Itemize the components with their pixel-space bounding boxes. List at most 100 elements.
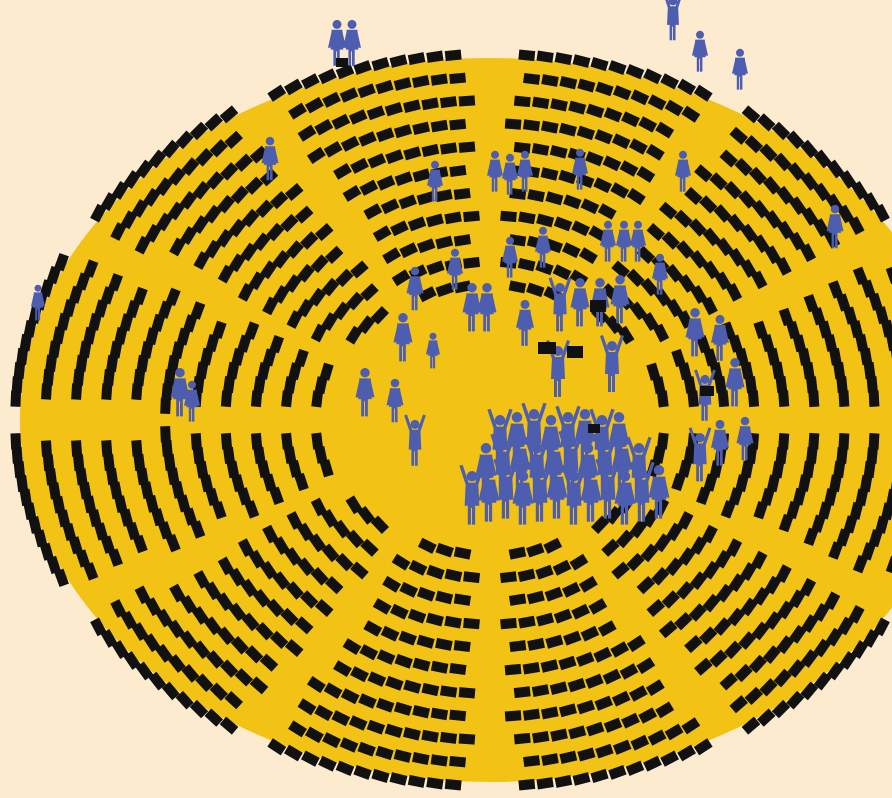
seat-icon <box>658 620 678 639</box>
seat-icon <box>734 663 753 683</box>
seat-icon <box>629 301 647 321</box>
seat-icon <box>226 460 240 479</box>
person-figure-icon <box>692 30 708 72</box>
person-figure-icon <box>688 427 712 482</box>
seat-icon <box>306 146 326 164</box>
seat-icon <box>788 589 806 609</box>
seat-icon <box>75 354 88 372</box>
seat-icon <box>324 575 344 595</box>
seat-icon <box>300 231 319 250</box>
seat-icon <box>543 537 563 554</box>
person-figure-icon <box>652 253 668 295</box>
seat-icon <box>588 598 608 615</box>
seat-icon <box>800 139 819 159</box>
seat-icon <box>234 668 254 687</box>
seat-icon <box>775 256 792 276</box>
seat-icon <box>318 755 337 772</box>
seat-icon <box>671 472 686 492</box>
seat-icon <box>760 487 775 506</box>
seat-icon <box>861 542 876 561</box>
seat-icon <box>449 709 467 722</box>
seat-icon <box>554 52 573 66</box>
seat-icon <box>444 568 463 583</box>
seat-icon <box>399 581 419 598</box>
seat-icon <box>602 155 622 172</box>
seat-icon <box>171 481 185 499</box>
seat-icon <box>114 326 128 345</box>
seat-icon <box>304 726 324 744</box>
seat-icon <box>234 153 254 172</box>
seat-icon <box>836 293 851 312</box>
seat-icon <box>661 590 680 609</box>
seat-icon <box>94 522 109 541</box>
seat-icon <box>167 201 185 221</box>
seat-icon <box>217 626 235 646</box>
seat-icon <box>143 633 161 653</box>
seat-icon <box>306 676 326 694</box>
seat-icon <box>101 440 113 457</box>
seat-icon <box>535 564 554 580</box>
seat-icon <box>310 497 327 517</box>
seat-icon <box>403 679 422 694</box>
seat-icon <box>75 272 91 291</box>
seat-icon <box>335 64 355 80</box>
seat-icon <box>52 495 66 514</box>
seat-icon <box>168 167 186 186</box>
person-figure-icon <box>648 465 670 519</box>
seat-icon <box>646 598 666 617</box>
seat-icon <box>435 542 454 558</box>
seat-icon <box>578 247 598 265</box>
seat-icon <box>68 285 83 304</box>
person-figure-icon <box>608 412 630 466</box>
seat-icon <box>40 440 53 457</box>
person-figure-icon <box>506 412 528 466</box>
seat-icon <box>813 638 831 658</box>
seat-icon <box>209 139 228 158</box>
seat-icon <box>866 447 878 464</box>
seat-icon <box>778 433 790 450</box>
seat-icon <box>728 487 743 506</box>
seat-icon <box>823 334 838 352</box>
seat-icon <box>771 361 785 380</box>
seat-icon <box>321 508 339 528</box>
seat-icon <box>643 755 662 772</box>
seat-icon <box>435 189 453 203</box>
seat-icon <box>777 600 795 620</box>
seat-icon <box>665 263 683 283</box>
seat-icon <box>46 265 62 285</box>
seat-icon <box>868 433 880 450</box>
seat-icon <box>684 186 703 206</box>
seat-icon <box>45 354 58 372</box>
person-figure-icon <box>343 19 361 66</box>
seat-icon <box>786 320 801 340</box>
seat-icon <box>262 348 277 367</box>
seat-icon <box>111 640 129 660</box>
seat-icon <box>435 235 454 250</box>
seat-icon <box>266 598 285 618</box>
seat-icon <box>297 698 317 716</box>
seat-icon <box>180 594 198 614</box>
seat-icon <box>226 361 240 380</box>
seat-icon <box>335 552 354 572</box>
seat-icon <box>449 165 467 177</box>
seat-icon <box>709 172 728 191</box>
seat-icon <box>805 446 818 464</box>
seat-icon <box>611 690 631 707</box>
seat-icon <box>308 287 327 307</box>
seat-icon <box>703 473 718 492</box>
seat-icon <box>626 634 646 653</box>
seat-icon <box>619 663 639 680</box>
seat-icon <box>808 432 820 450</box>
seat-icon <box>416 586 436 602</box>
seat-icon <box>195 361 209 380</box>
seat-icon <box>120 210 138 230</box>
seat-icon <box>237 334 252 353</box>
seat-icon <box>681 717 701 735</box>
seat-icon <box>636 165 656 183</box>
seat-icon <box>645 679 665 697</box>
seat-icon <box>886 488 892 507</box>
seat-icon <box>421 682 440 697</box>
seat-icon <box>527 637 545 651</box>
seat-icon <box>719 672 738 691</box>
seat-icon <box>407 52 426 66</box>
